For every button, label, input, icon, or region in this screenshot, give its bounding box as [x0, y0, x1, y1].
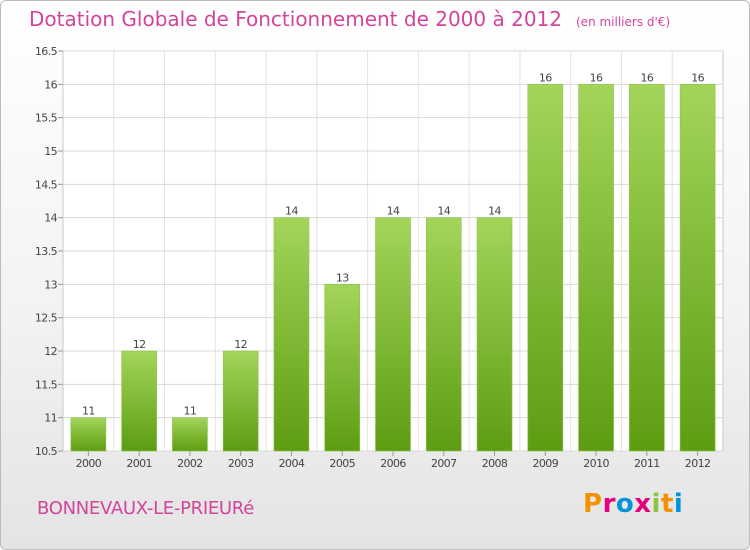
data-label-2004: 14: [285, 205, 298, 218]
x-tick-label-2000: 2000: [76, 457, 102, 470]
bar-2000: [70, 417, 107, 452]
x-tick-label-2002: 2002: [177, 457, 203, 470]
data-label-2005: 13: [336, 271, 349, 284]
x-tick-label-2007: 2007: [431, 457, 457, 470]
y-tick-label: 13: [44, 278, 57, 291]
bar-2012: [679, 84, 716, 452]
x-tick-label-2005: 2005: [329, 457, 355, 470]
proxiti-logo: Proxiti: [583, 489, 684, 519]
data-label-2011: 16: [640, 71, 653, 84]
chart-unit: (en milliers d'€): [576, 15, 671, 29]
y-tick-label: 10.5: [35, 445, 58, 458]
bar-2004: [273, 217, 310, 452]
data-label-2002: 11: [184, 405, 197, 418]
data-label-2000: 11: [82, 405, 95, 418]
data-label-2001: 12: [133, 338, 146, 351]
bar-2007: [425, 217, 462, 452]
bar-2008: [476, 217, 513, 452]
x-tick-label-2004: 2004: [279, 457, 305, 470]
y-tick-label: 12: [44, 345, 57, 358]
chart-title-text: Dotation Globale de Fonctionnement de 20…: [29, 7, 562, 31]
bar-2006: [375, 217, 411, 452]
data-label-2003: 12: [234, 338, 247, 351]
chart-title: Dotation Globale de Fonctionnement de 20…: [29, 7, 670, 31]
x-tick-label-2001: 2001: [126, 457, 152, 470]
y-tick-label: 14.5: [35, 178, 58, 191]
y-tick-label: 13.5: [35, 245, 58, 258]
data-label-2008: 14: [488, 205, 501, 218]
bar-2011: [629, 84, 665, 452]
y-tick-label: 16.5: [35, 45, 58, 58]
x-tick-label-2008: 2008: [482, 457, 508, 470]
y-tick-label: 15: [44, 145, 57, 158]
bar-2001: [121, 350, 157, 452]
x-tick-label-2011: 2011: [634, 457, 660, 470]
data-label-2012: 16: [691, 71, 704, 84]
y-tick-label: 15.5: [35, 112, 58, 125]
y-tick-label: 16: [44, 78, 57, 91]
bar-2002: [172, 417, 208, 452]
bar-2009: [527, 84, 564, 452]
y-tick-label: 11.5: [35, 378, 58, 391]
data-label-2007: 14: [437, 205, 450, 218]
x-tick-label-2003: 2003: [228, 457, 254, 470]
bar-2010: [578, 84, 614, 452]
data-label-2009: 16: [539, 71, 552, 84]
data-label-2006: 14: [387, 205, 400, 218]
data-label-2010: 16: [590, 71, 603, 84]
x-tick-label-2010: 2010: [583, 457, 609, 470]
y-tick-label: 12.5: [35, 312, 58, 325]
y-tick-label: 11: [44, 412, 57, 425]
y-tick-label: 14: [44, 212, 57, 225]
place-name: BONNEVAUX-LE-PRIEURé: [37, 498, 254, 519]
bar-2005: [324, 284, 361, 452]
x-tick-label-2009: 2009: [533, 457, 559, 470]
x-tick-label-2012: 2012: [685, 457, 711, 470]
x-tick-label-2006: 2006: [380, 457, 406, 470]
bar-2003: [222, 350, 259, 452]
